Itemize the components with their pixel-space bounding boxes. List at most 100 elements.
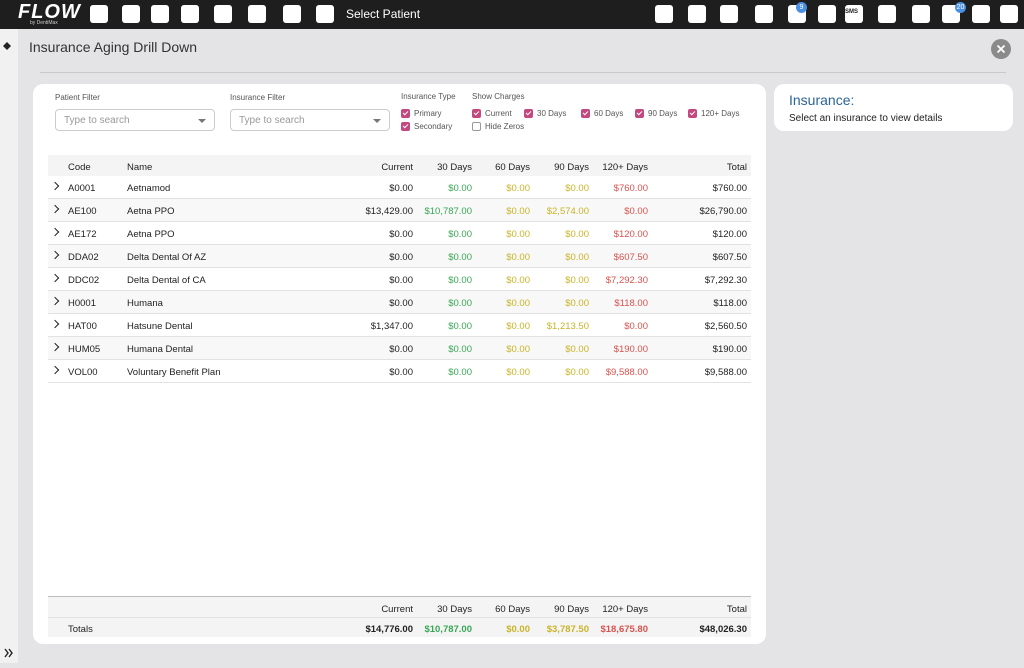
checkbox-option[interactable]: Secondary: [401, 122, 452, 131]
table-cell: DDC02: [68, 275, 100, 286]
checkbox-label: 90 Days: [648, 109, 678, 118]
table-cell: HUM05: [68, 344, 101, 355]
checkbox[interactable]: [472, 122, 481, 131]
checkbox[interactable]: [635, 109, 644, 118]
table-cell: Hatsune Dental: [127, 321, 193, 332]
filter-input[interactable]: Type to search: [230, 109, 390, 131]
expand-sidebar[interactable]: [4, 648, 13, 658]
logo[interactable]: FLOW: [18, 1, 81, 23]
row-divider: [48, 198, 751, 199]
table-cell: $0.00: [565, 367, 589, 378]
close-button[interactable]: [990, 38, 1012, 60]
checkbox-option[interactable]: 60 Days: [581, 109, 623, 118]
row-divider: [48, 244, 751, 245]
column-header: 30 Days: [437, 162, 472, 173]
nav-icon[interactable]: [248, 5, 266, 23]
table-cell: $0.00: [389, 229, 413, 240]
checkbox[interactable]: [688, 109, 697, 118]
nav-icon[interactable]: [90, 5, 108, 23]
checkbox[interactable]: [472, 109, 481, 118]
table-cell: $0.00: [506, 344, 530, 355]
row-divider: [48, 382, 751, 383]
column-header: Current: [381, 162, 413, 173]
row-bg[interactable]: [48, 314, 751, 337]
select-patient[interactable]: Select Patient: [346, 7, 421, 21]
table-cell: $0.00: [506, 298, 530, 309]
footer-header: 120+ Days: [602, 604, 648, 615]
total-value: $18,675.80: [600, 624, 648, 635]
row-bg[interactable]: [48, 291, 751, 314]
table-cell: $9,588.00: [605, 367, 648, 378]
nav-icon[interactable]: [845, 5, 863, 23]
row-bg[interactable]: [48, 199, 751, 222]
table-cell: $2,560.50: [704, 321, 747, 332]
nav-icon[interactable]: [688, 5, 706, 23]
row-divider: [48, 290, 751, 291]
nav-icon[interactable]: [755, 5, 773, 23]
column-header: 60 Days: [495, 162, 530, 173]
footer-header: 60 Days: [495, 604, 530, 615]
checkbox[interactable]: [401, 122, 410, 131]
table-cell: $0.00: [389, 183, 413, 194]
row-bg[interactable]: [48, 268, 751, 291]
table-cell: $0.00: [389, 252, 413, 263]
table-cell: $0.00: [565, 229, 589, 240]
table-cell: $190.00: [613, 344, 648, 355]
table-cell: $0.00: [448, 344, 472, 355]
row-bg[interactable]: [48, 176, 751, 199]
row-bg[interactable]: [48, 337, 751, 360]
column-header: 90 Days: [554, 162, 589, 173]
nav-icon[interactable]: [972, 5, 990, 23]
table-cell: $120.00: [613, 229, 648, 240]
table-cell: $0.00: [448, 183, 472, 194]
table-cell: Aetnamod: [127, 183, 171, 194]
table-cell: $760.00: [613, 183, 648, 194]
filter-input[interactable]: Type to search: [55, 109, 215, 131]
table-cell: $0.00: [448, 275, 472, 286]
checkbox[interactable]: [524, 109, 533, 118]
nav-icon[interactable]: [122, 5, 140, 23]
nav-icon[interactable]: [316, 5, 334, 23]
totals-label: Totals: [68, 624, 93, 635]
expand-marker[interactable]: [3, 42, 11, 50]
table-cell: $1,213.50: [546, 321, 589, 332]
nav-icon[interactable]: [720, 5, 738, 23]
table-cell: AE172: [68, 229, 97, 240]
checkbox-option[interactable]: Current: [472, 109, 512, 118]
checkbox-option[interactable]: Primary: [401, 109, 442, 118]
total-value: $10,787.00: [424, 624, 472, 635]
table-cell: $0.00: [565, 344, 589, 355]
checkbox[interactable]: [401, 109, 410, 118]
checkbox-option[interactable]: 30 Days: [524, 109, 566, 118]
checkbox[interactable]: [581, 109, 590, 118]
panel-title: Insurance:: [789, 92, 855, 108]
row-bg[interactable]: [48, 360, 751, 383]
nav-icon[interactable]: [878, 5, 896, 23]
table-cell: $7,292.30: [704, 275, 747, 286]
details-panel: Insurance: Select an insurance to view d…: [774, 84, 1013, 131]
nav-icon[interactable]: [283, 5, 301, 23]
nav-icon[interactable]: [181, 5, 199, 23]
total-value: $14,776.00: [365, 624, 413, 635]
checkbox-label: Hide Zeros: [485, 122, 525, 131]
table-cell: $0.00: [565, 252, 589, 263]
total-value: $0.00: [506, 624, 530, 635]
table-cell: $0.00: [506, 183, 530, 194]
nav-badge: 9: [796, 2, 807, 13]
nav-icon[interactable]: [214, 5, 232, 23]
checkbox-option[interactable]: 90 Days: [635, 109, 677, 118]
row-bg[interactable]: [48, 245, 751, 268]
nav-icon[interactable]: [1000, 5, 1018, 23]
checkbox-label: 120+ Days: [701, 109, 740, 118]
nav-icon[interactable]: [151, 5, 169, 23]
nav-icon[interactable]: [818, 5, 836, 23]
row-divider: [48, 221, 751, 222]
table-cell: $0.00: [389, 344, 413, 355]
nav-icon[interactable]: [912, 5, 930, 23]
row-bg[interactable]: [48, 222, 751, 245]
table-cell: $0.00: [448, 252, 472, 263]
checkbox-option[interactable]: 120+ Days: [688, 109, 739, 118]
nav-icon[interactable]: [655, 5, 673, 23]
checkbox-option[interactable]: Hide Zeros: [472, 122, 524, 131]
